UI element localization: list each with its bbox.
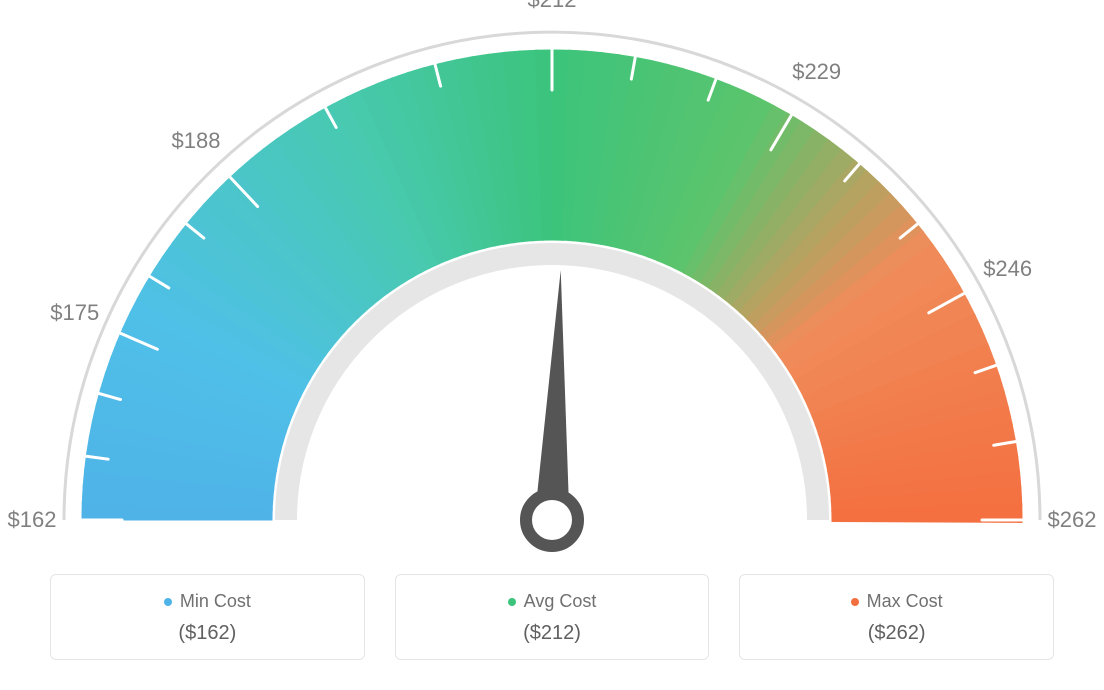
min-cost-label: Min Cost (180, 591, 251, 612)
gauge-tick-label: $229 (792, 59, 841, 85)
max-cost-label: Max Cost (867, 591, 943, 612)
gauge-tick-label: $162 (8, 507, 57, 533)
max-cost-header: Max Cost (750, 591, 1043, 612)
min-cost-header: Min Cost (61, 591, 354, 612)
summary-row: Min Cost ($162) Avg Cost ($212) Max Cost… (50, 574, 1054, 660)
gauge-tick-label: $212 (528, 0, 577, 13)
avg-cost-header: Avg Cost (406, 591, 699, 612)
min-cost-dot-icon (164, 598, 172, 606)
gauge-tick-label: $175 (50, 300, 99, 326)
max-cost-card: Max Cost ($262) (739, 574, 1054, 660)
gauge-container: $162 $175 $188 $212 $229 $246 $262 (0, 0, 1104, 560)
max-cost-value: ($262) (750, 622, 1043, 645)
avg-cost-value: ($212) (406, 622, 699, 645)
avg-cost-label: Avg Cost (524, 591, 597, 612)
gauge-chart (0, 0, 1104, 560)
min-cost-card: Min Cost ($162) (50, 574, 365, 660)
gauge-tick-label: $188 (172, 128, 221, 154)
avg-cost-dot-icon (508, 598, 516, 606)
gauge-tick-label: $246 (983, 256, 1032, 282)
avg-cost-card: Avg Cost ($212) (395, 574, 710, 660)
gauge-tick-label: $262 (1048, 507, 1097, 533)
max-cost-dot-icon (851, 598, 859, 606)
min-cost-value: ($162) (61, 622, 354, 645)
